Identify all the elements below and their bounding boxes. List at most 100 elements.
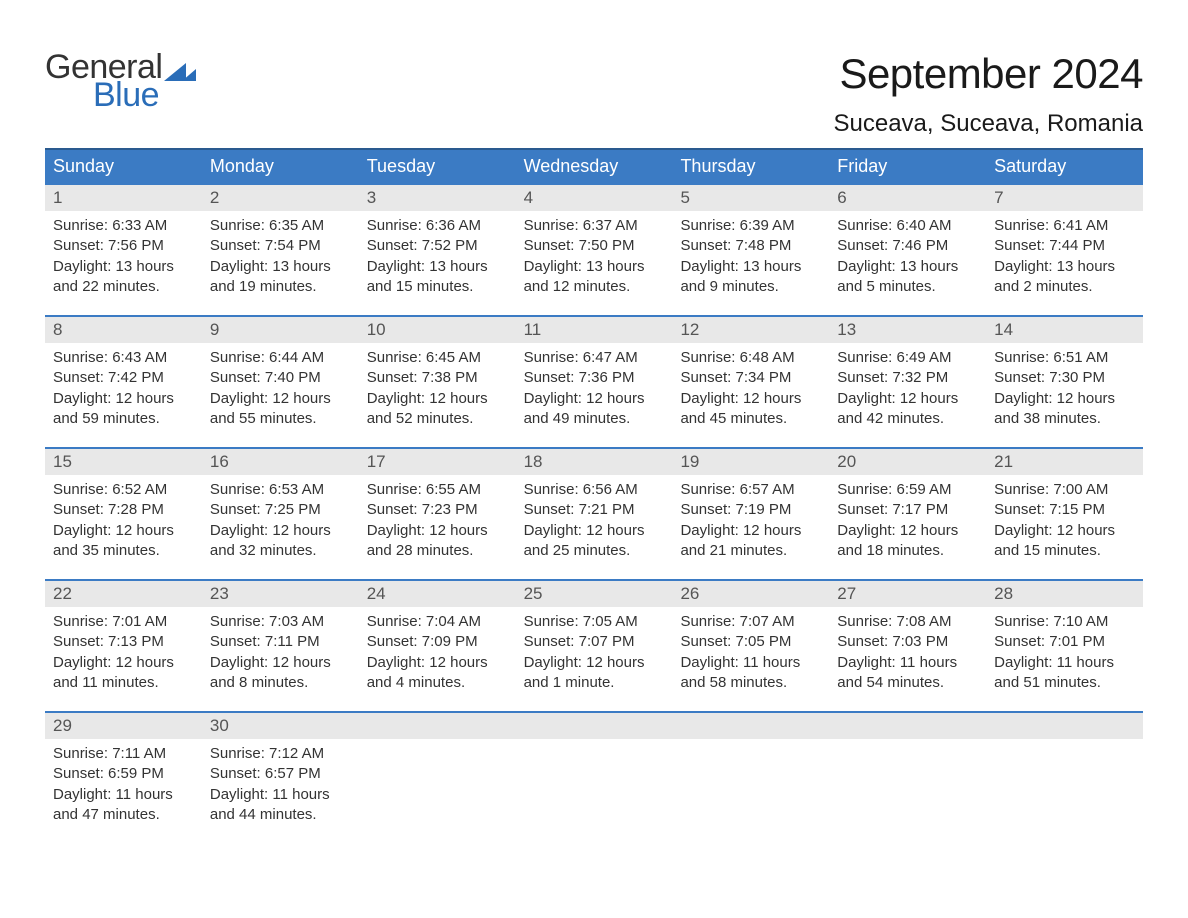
sunset-text: Sunset: 7:13 PM [53,632,194,652]
day-header: Tuesday [359,150,516,183]
day-number: 23 [202,581,359,607]
sunrise-text: Sunrise: 6:40 AM [837,216,978,236]
day-info: Sunrise: 6:51 AMSunset: 7:30 PMDaylight:… [986,343,1143,447]
daylight-text-1: Daylight: 12 hours [994,389,1135,409]
sunset-text: Sunset: 7:05 PM [680,632,821,652]
empty-day-cell [672,713,829,843]
sunrise-text: Sunrise: 6:35 AM [210,216,351,236]
sunrise-text: Sunrise: 6:59 AM [837,480,978,500]
month-title: September 2024 [833,50,1143,98]
sunrise-text: Sunrise: 6:43 AM [53,348,194,368]
day-header: Saturday [986,150,1143,183]
day-cell: 16Sunrise: 6:53 AMSunset: 7:25 PMDayligh… [202,449,359,579]
daylight-text-2: and 35 minutes. [53,541,194,561]
day-cell: 26Sunrise: 7:07 AMSunset: 7:05 PMDayligh… [672,581,829,711]
day-cell: 10Sunrise: 6:45 AMSunset: 7:38 PMDayligh… [359,317,516,447]
sunrise-text: Sunrise: 7:04 AM [367,612,508,632]
day-info: Sunrise: 7:08 AMSunset: 7:03 PMDaylight:… [829,607,986,711]
day-number: 9 [202,317,359,343]
day-cell: 27Sunrise: 7:08 AMSunset: 7:03 PMDayligh… [829,581,986,711]
daylight-text-2: and 2 minutes. [994,277,1135,297]
daylight-text-2: and 32 minutes. [210,541,351,561]
sunset-text: Sunset: 7:40 PM [210,368,351,388]
day-info: Sunrise: 7:04 AMSunset: 7:09 PMDaylight:… [359,607,516,711]
day-info: Sunrise: 6:40 AMSunset: 7:46 PMDaylight:… [829,211,986,315]
day-cell: 20Sunrise: 6:59 AMSunset: 7:17 PMDayligh… [829,449,986,579]
sunrise-text: Sunrise: 6:47 AM [524,348,665,368]
day-number: 12 [672,317,829,343]
day-info: Sunrise: 6:35 AMSunset: 7:54 PMDaylight:… [202,211,359,315]
sunset-text: Sunset: 7:36 PM [524,368,665,388]
daylight-text-2: and 52 minutes. [367,409,508,429]
day-info: Sunrise: 6:44 AMSunset: 7:40 PMDaylight:… [202,343,359,447]
sunset-text: Sunset: 7:07 PM [524,632,665,652]
day-number: 15 [45,449,202,475]
day-cell: 3Sunrise: 6:36 AMSunset: 7:52 PMDaylight… [359,185,516,315]
day-number: 30 [202,713,359,739]
daylight-text-1: Daylight: 12 hours [680,521,821,541]
day-number: 27 [829,581,986,607]
daylight-text-2: and 15 minutes. [367,277,508,297]
day-cell: 28Sunrise: 7:10 AMSunset: 7:01 PMDayligh… [986,581,1143,711]
day-info: Sunrise: 6:55 AMSunset: 7:23 PMDaylight:… [359,475,516,579]
sunrise-text: Sunrise: 6:41 AM [994,216,1135,236]
sunrise-text: Sunrise: 7:00 AM [994,480,1135,500]
sunset-text: Sunset: 7:15 PM [994,500,1135,520]
daylight-text-1: Daylight: 12 hours [994,521,1135,541]
day-info: Sunrise: 7:01 AMSunset: 7:13 PMDaylight:… [45,607,202,711]
daylight-text-2: and 8 minutes. [210,673,351,693]
day-info: Sunrise: 6:57 AMSunset: 7:19 PMDaylight:… [672,475,829,579]
daylight-text-2: and 42 minutes. [837,409,978,429]
day-info: Sunrise: 6:36 AMSunset: 7:52 PMDaylight:… [359,211,516,315]
sunset-text: Sunset: 7:03 PM [837,632,978,652]
sunrise-text: Sunrise: 7:10 AM [994,612,1135,632]
sunrise-text: Sunrise: 6:51 AM [994,348,1135,368]
day-number: 4 [516,185,673,211]
day-cell: 14Sunrise: 6:51 AMSunset: 7:30 PMDayligh… [986,317,1143,447]
day-number: 25 [516,581,673,607]
day-number: 16 [202,449,359,475]
day-number: 6 [829,185,986,211]
day-number: 5 [672,185,829,211]
daylight-text-2: and 18 minutes. [837,541,978,561]
day-number: 2 [202,185,359,211]
day-number: 19 [672,449,829,475]
daylight-text-1: Daylight: 12 hours [524,389,665,409]
sunset-text: Sunset: 7:19 PM [680,500,821,520]
sunset-text: Sunset: 7:32 PM [837,368,978,388]
day-number: 17 [359,449,516,475]
sunset-text: Sunset: 7:42 PM [53,368,194,388]
day-cell: 6Sunrise: 6:40 AMSunset: 7:46 PMDaylight… [829,185,986,315]
day-header: Friday [829,150,986,183]
day-info: Sunrise: 7:12 AMSunset: 6:57 PMDaylight:… [202,739,359,843]
day-cell: 19Sunrise: 6:57 AMSunset: 7:19 PMDayligh… [672,449,829,579]
daylight-text-1: Daylight: 12 hours [53,389,194,409]
title-block: September 2024 Suceava, Suceava, Romania [833,50,1143,138]
daylight-text-1: Daylight: 12 hours [524,521,665,541]
calendar: Sunday Monday Tuesday Wednesday Thursday… [45,148,1143,843]
day-cell: 22Sunrise: 7:01 AMSunset: 7:13 PMDayligh… [45,581,202,711]
day-cell: 29Sunrise: 7:11 AMSunset: 6:59 PMDayligh… [45,713,202,843]
sunset-text: Sunset: 7:01 PM [994,632,1135,652]
daylight-text-2: and 28 minutes. [367,541,508,561]
empty-day-cell [829,713,986,843]
day-info: Sunrise: 6:53 AMSunset: 7:25 PMDaylight:… [202,475,359,579]
daylight-text-1: Daylight: 11 hours [994,653,1135,673]
daylight-text-1: Daylight: 12 hours [837,521,978,541]
sunset-text: Sunset: 7:48 PM [680,236,821,256]
sunrise-text: Sunrise: 6:57 AM [680,480,821,500]
day-cell: 5Sunrise: 6:39 AMSunset: 7:48 PMDaylight… [672,185,829,315]
calendar-header-row: Sunday Monday Tuesday Wednesday Thursday… [45,148,1143,183]
day-info: Sunrise: 6:45 AMSunset: 7:38 PMDaylight:… [359,343,516,447]
empty-day-cell [986,713,1143,843]
empty-day-cell [359,713,516,843]
daylight-text-1: Daylight: 12 hours [210,389,351,409]
day-info: Sunrise: 6:33 AMSunset: 7:56 PMDaylight:… [45,211,202,315]
day-info: Sunrise: 6:52 AMSunset: 7:28 PMDaylight:… [45,475,202,579]
day-header: Thursday [672,150,829,183]
logo: General Blue [45,50,196,112]
daylight-text-1: Daylight: 13 hours [53,257,194,277]
daylight-text-2: and 44 minutes. [210,805,351,825]
week-row: 29Sunrise: 7:11 AMSunset: 6:59 PMDayligh… [45,711,1143,843]
day-info: Sunrise: 6:59 AMSunset: 7:17 PMDaylight:… [829,475,986,579]
